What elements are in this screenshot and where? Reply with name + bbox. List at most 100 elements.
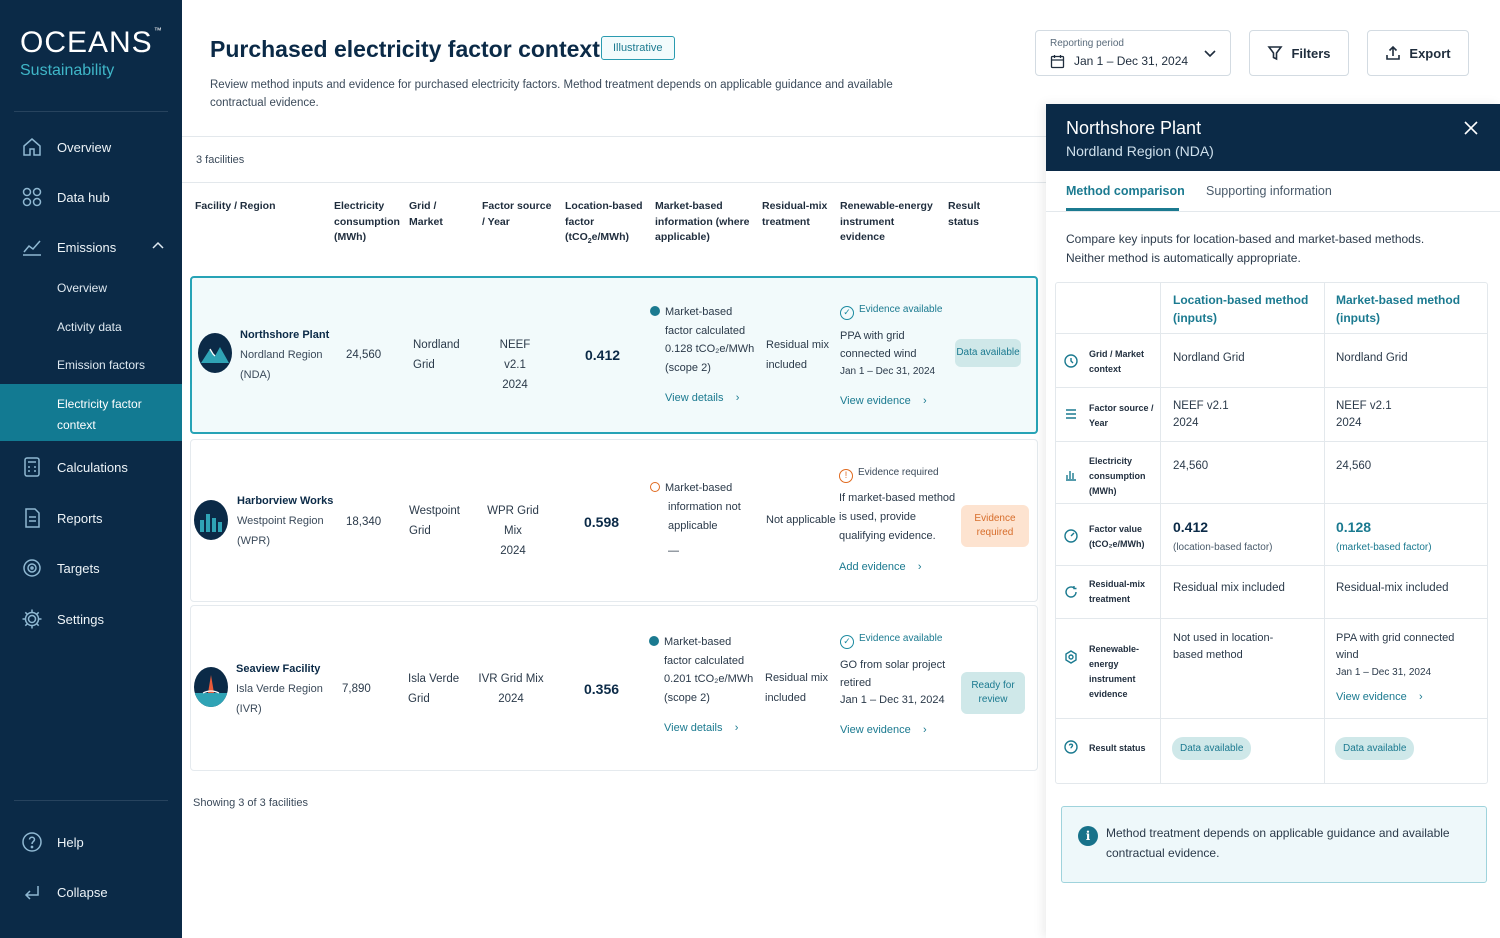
brand-tm: ™ [153, 26, 163, 35]
table-top-divider [182, 182, 1046, 183]
facility-count: 3 facilities [196, 154, 245, 166]
collapse-icon [21, 881, 43, 903]
market-line3: 0.128 tCO₂e/MWh [665, 343, 755, 355]
chevron-right-icon: › [908, 561, 922, 573]
nav-reports[interactable]: Reports [0, 507, 182, 529]
home-icon [21, 136, 43, 158]
view-details-link[interactable]: View details [664, 722, 723, 734]
nav-data-hub[interactable]: Data hub [0, 186, 182, 208]
bar-chart-icon [1064, 467, 1078, 481]
subnav-emission-factors[interactable]: Emission factors [57, 358, 146, 372]
evidence-line1: PPA with grid [840, 330, 905, 342]
subnav-activity-data[interactable]: Activity data [57, 320, 122, 334]
close-icon[interactable] [1464, 121, 1478, 135]
facility-avatar [194, 667, 228, 707]
status-market-badge: Data available [1335, 737, 1415, 760]
renew-location-value: Not used in location-based method [1173, 632, 1274, 661]
tab-divider [1046, 211, 1500, 212]
col-location-unit: (tCO [565, 231, 588, 243]
source-name: IVR Grid Mix [478, 673, 544, 685]
nav-collapse[interactable]: Collapse [0, 881, 182, 903]
market-line4: — [668, 545, 679, 557]
page-description: Review method inputs and evidence for pu… [210, 79, 893, 109]
residual-location-value: Residual mix included [1173, 582, 1285, 594]
chevron-down-icon [1204, 50, 1216, 58]
consumption-value: 18,340 [346, 516, 382, 528]
status-badge: Data available [955, 339, 1021, 367]
facility-avatar [194, 500, 228, 540]
nav-help[interactable]: Help [0, 831, 182, 853]
nav-calculations-label: Calculations [57, 459, 128, 475]
export-button[interactable]: Export [1367, 30, 1469, 76]
view-evidence-link[interactable]: View evidence [840, 723, 911, 736]
view-details-link[interactable]: View details [665, 392, 724, 404]
nav-collapse-label: Collapse [57, 884, 108, 900]
sidebar: OCEANS™ Sustainability Overview Data hub… [0, 0, 182, 938]
view-evidence-link[interactable]: View evidence [840, 394, 911, 407]
calendar-icon [1050, 55, 1065, 69]
nav-overview-label: Overview [57, 139, 112, 155]
row-label-consumption: Electricity consumption (MWh) [1089, 456, 1146, 496]
nav-emissions[interactable]: Emissions [0, 236, 182, 258]
col-location-unit2: e/MWh) [591, 231, 629, 243]
table-row[interactable]: Seaview Facility Isla Verde Region (IVR) 7… [190, 605, 1038, 771]
view-evidence-link[interactable]: View evidence [1336, 691, 1407, 703]
evidence-line1: If market-based method [839, 492, 956, 504]
evidence-line3: Jan 1 – Dec 31, 2024 [840, 694, 945, 706]
col-location-factor-label: Location-based factor [565, 200, 643, 228]
help-circle-icon [1064, 740, 1078, 754]
consumption-market-value: 24,560 [1336, 460, 1372, 472]
chevron-right-icon: › [1409, 691, 1423, 703]
status-badge: Ready for review [961, 672, 1025, 714]
subnav-electricity-factor-context[interactable]: Electricity factor context [0, 384, 182, 441]
table-row[interactable]: Northshore Plant Nordland Region (NDA) 24,… [190, 276, 1038, 434]
tab-supporting-information[interactable]: Supporting information [1206, 184, 1332, 198]
filters-button[interactable]: Filters [1249, 30, 1349, 76]
facility-code: (WPR) [237, 535, 270, 547]
document-icon [21, 507, 43, 529]
grid-icon [21, 186, 43, 208]
facility-code: (IVR) [236, 703, 262, 715]
evidence-header: Evidence available [859, 304, 943, 315]
source-year: 2024 [498, 693, 524, 705]
nav-help-label: Help [57, 834, 84, 850]
nav-overview[interactable]: Overview [0, 136, 182, 158]
grid-line1: Nordland [413, 339, 460, 351]
location-factor-value: 0.598 [584, 514, 620, 530]
evidence-line2: retired [840, 676, 872, 689]
row-divider [1056, 565, 1487, 566]
evidence-line1: GO from solar project [840, 659, 946, 671]
grid-market-value: Nordland Grid [1336, 352, 1408, 364]
market-line2: factor calculated [664, 654, 745, 667]
col-residual: Residual-mix treatment [762, 200, 828, 228]
nav-data-hub-label: Data hub [57, 189, 110, 205]
col-status: Result status [948, 200, 981, 228]
source-market-year: 2024 [1336, 417, 1362, 429]
tab-method-comparison[interactable]: Method comparison [1066, 184, 1185, 198]
brand-logo: OCEANS™ Sustainability [20, 26, 163, 80]
certificate-icon [1064, 650, 1078, 664]
pin-icon [1064, 354, 1078, 368]
reporting-period-select[interactable]: Reporting period Jan 1 – Dec 31, 2024 [1035, 30, 1231, 76]
row-label-status: Result status [1089, 743, 1146, 753]
nav-settings[interactable]: Settings [0, 608, 182, 630]
table-row[interactable]: Harborview Works Westpoint Region (WPR) 18… [190, 439, 1038, 602]
facility-name: Harborview Works [237, 495, 334, 507]
nav-targets[interactable]: Targets [0, 557, 182, 579]
nav-emissions-label: Emissions [57, 239, 117, 255]
chevron-up-icon[interactable] [152, 241, 164, 249]
panel-description: Compare key inputs for location-based an… [1066, 232, 1425, 265]
evidence-line2: is used, provide [839, 511, 917, 523]
chevron-right-icon: › [725, 722, 739, 734]
filter-icon [1267, 46, 1284, 61]
market-line1: Market-based [665, 306, 733, 318]
nav-calculations[interactable]: Calculations [0, 456, 182, 478]
subnav-overview[interactable]: Overview [57, 281, 108, 295]
facility-code: (NDA) [240, 369, 271, 381]
grid-location-value: Nordland Grid [1173, 352, 1245, 364]
row-label-renewable: Renewable-energy instrument evidence [1089, 644, 1140, 699]
add-evidence-link[interactable]: Add evidence [839, 561, 906, 573]
grid-line1: Isla Verde [408, 673, 460, 685]
evidence-line3: Jan 1 – Dec 31, 2024 [840, 366, 936, 377]
detail-panel: Northshore Plant Nordland Region (NDA) M… [1046, 104, 1500, 938]
